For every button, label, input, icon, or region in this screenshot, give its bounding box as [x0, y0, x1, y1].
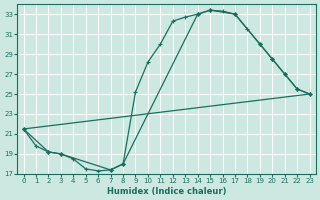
X-axis label: Humidex (Indice chaleur): Humidex (Indice chaleur) [107, 187, 226, 196]
